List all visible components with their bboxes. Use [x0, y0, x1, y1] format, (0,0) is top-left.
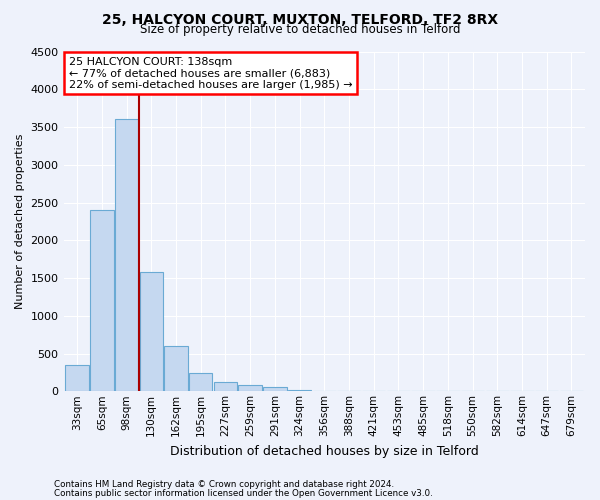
X-axis label: Distribution of detached houses by size in Telford: Distribution of detached houses by size …	[170, 444, 479, 458]
Bar	[288, 390, 311, 392]
Bar	[263, 388, 287, 392]
Bar	[65, 365, 89, 392]
Bar	[189, 373, 212, 392]
Bar	[214, 382, 237, 392]
Text: 25 HALCYON COURT: 138sqm
← 77% of detached houses are smaller (6,883)
22% of sem: 25 HALCYON COURT: 138sqm ← 77% of detach…	[69, 56, 352, 90]
Bar	[140, 272, 163, 392]
Text: Size of property relative to detached houses in Telford: Size of property relative to detached ho…	[140, 22, 460, 36]
Text: 25, HALCYON COURT, MUXTON, TELFORD, TF2 8RX: 25, HALCYON COURT, MUXTON, TELFORD, TF2 …	[102, 12, 498, 26]
Y-axis label: Number of detached properties: Number of detached properties	[15, 134, 25, 309]
Bar	[115, 120, 139, 392]
Text: Contains HM Land Registry data © Crown copyright and database right 2024.: Contains HM Land Registry data © Crown c…	[54, 480, 394, 489]
Text: Contains public sector information licensed under the Open Government Licence v3: Contains public sector information licen…	[54, 488, 433, 498]
Bar	[238, 385, 262, 392]
Bar	[164, 346, 188, 392]
Bar	[90, 210, 113, 392]
